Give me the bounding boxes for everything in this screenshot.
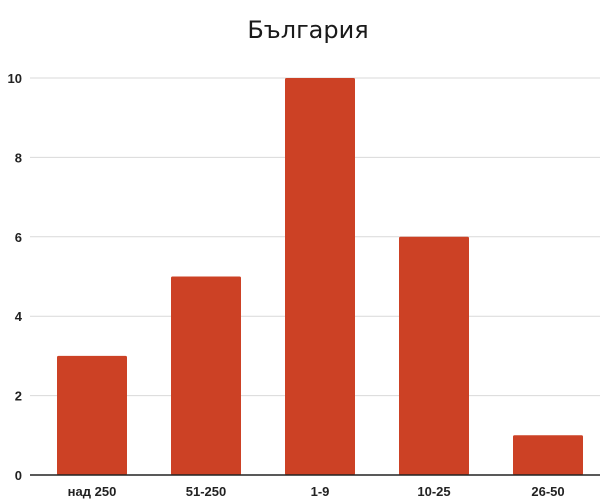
y-tick-label: 10 xyxy=(8,71,22,86)
y-tick-label: 6 xyxy=(15,230,22,245)
y-axis-ticks: 0 2 4 6 8 10 xyxy=(8,71,23,483)
x-tick-label: 26-50 xyxy=(531,484,564,499)
bar xyxy=(285,78,355,475)
bar xyxy=(513,435,583,475)
chart-title: България xyxy=(247,16,368,44)
x-axis-labels: над 250 51-250 1-9 10-25 26-50 xyxy=(68,484,565,499)
y-tick-label: 0 xyxy=(15,468,22,483)
x-tick-label: над 250 xyxy=(68,484,117,499)
bar xyxy=(399,236,469,475)
bars xyxy=(57,78,583,475)
x-tick-label: 10-25 xyxy=(417,484,450,499)
y-tick-label: 4 xyxy=(15,309,23,324)
bar xyxy=(171,276,241,475)
y-tick-label: 8 xyxy=(15,150,22,165)
x-tick-label: 1-9 xyxy=(311,484,330,499)
bar xyxy=(57,355,127,475)
x-tick-label: 51-250 xyxy=(186,484,226,499)
y-tick-label: 2 xyxy=(15,389,22,404)
